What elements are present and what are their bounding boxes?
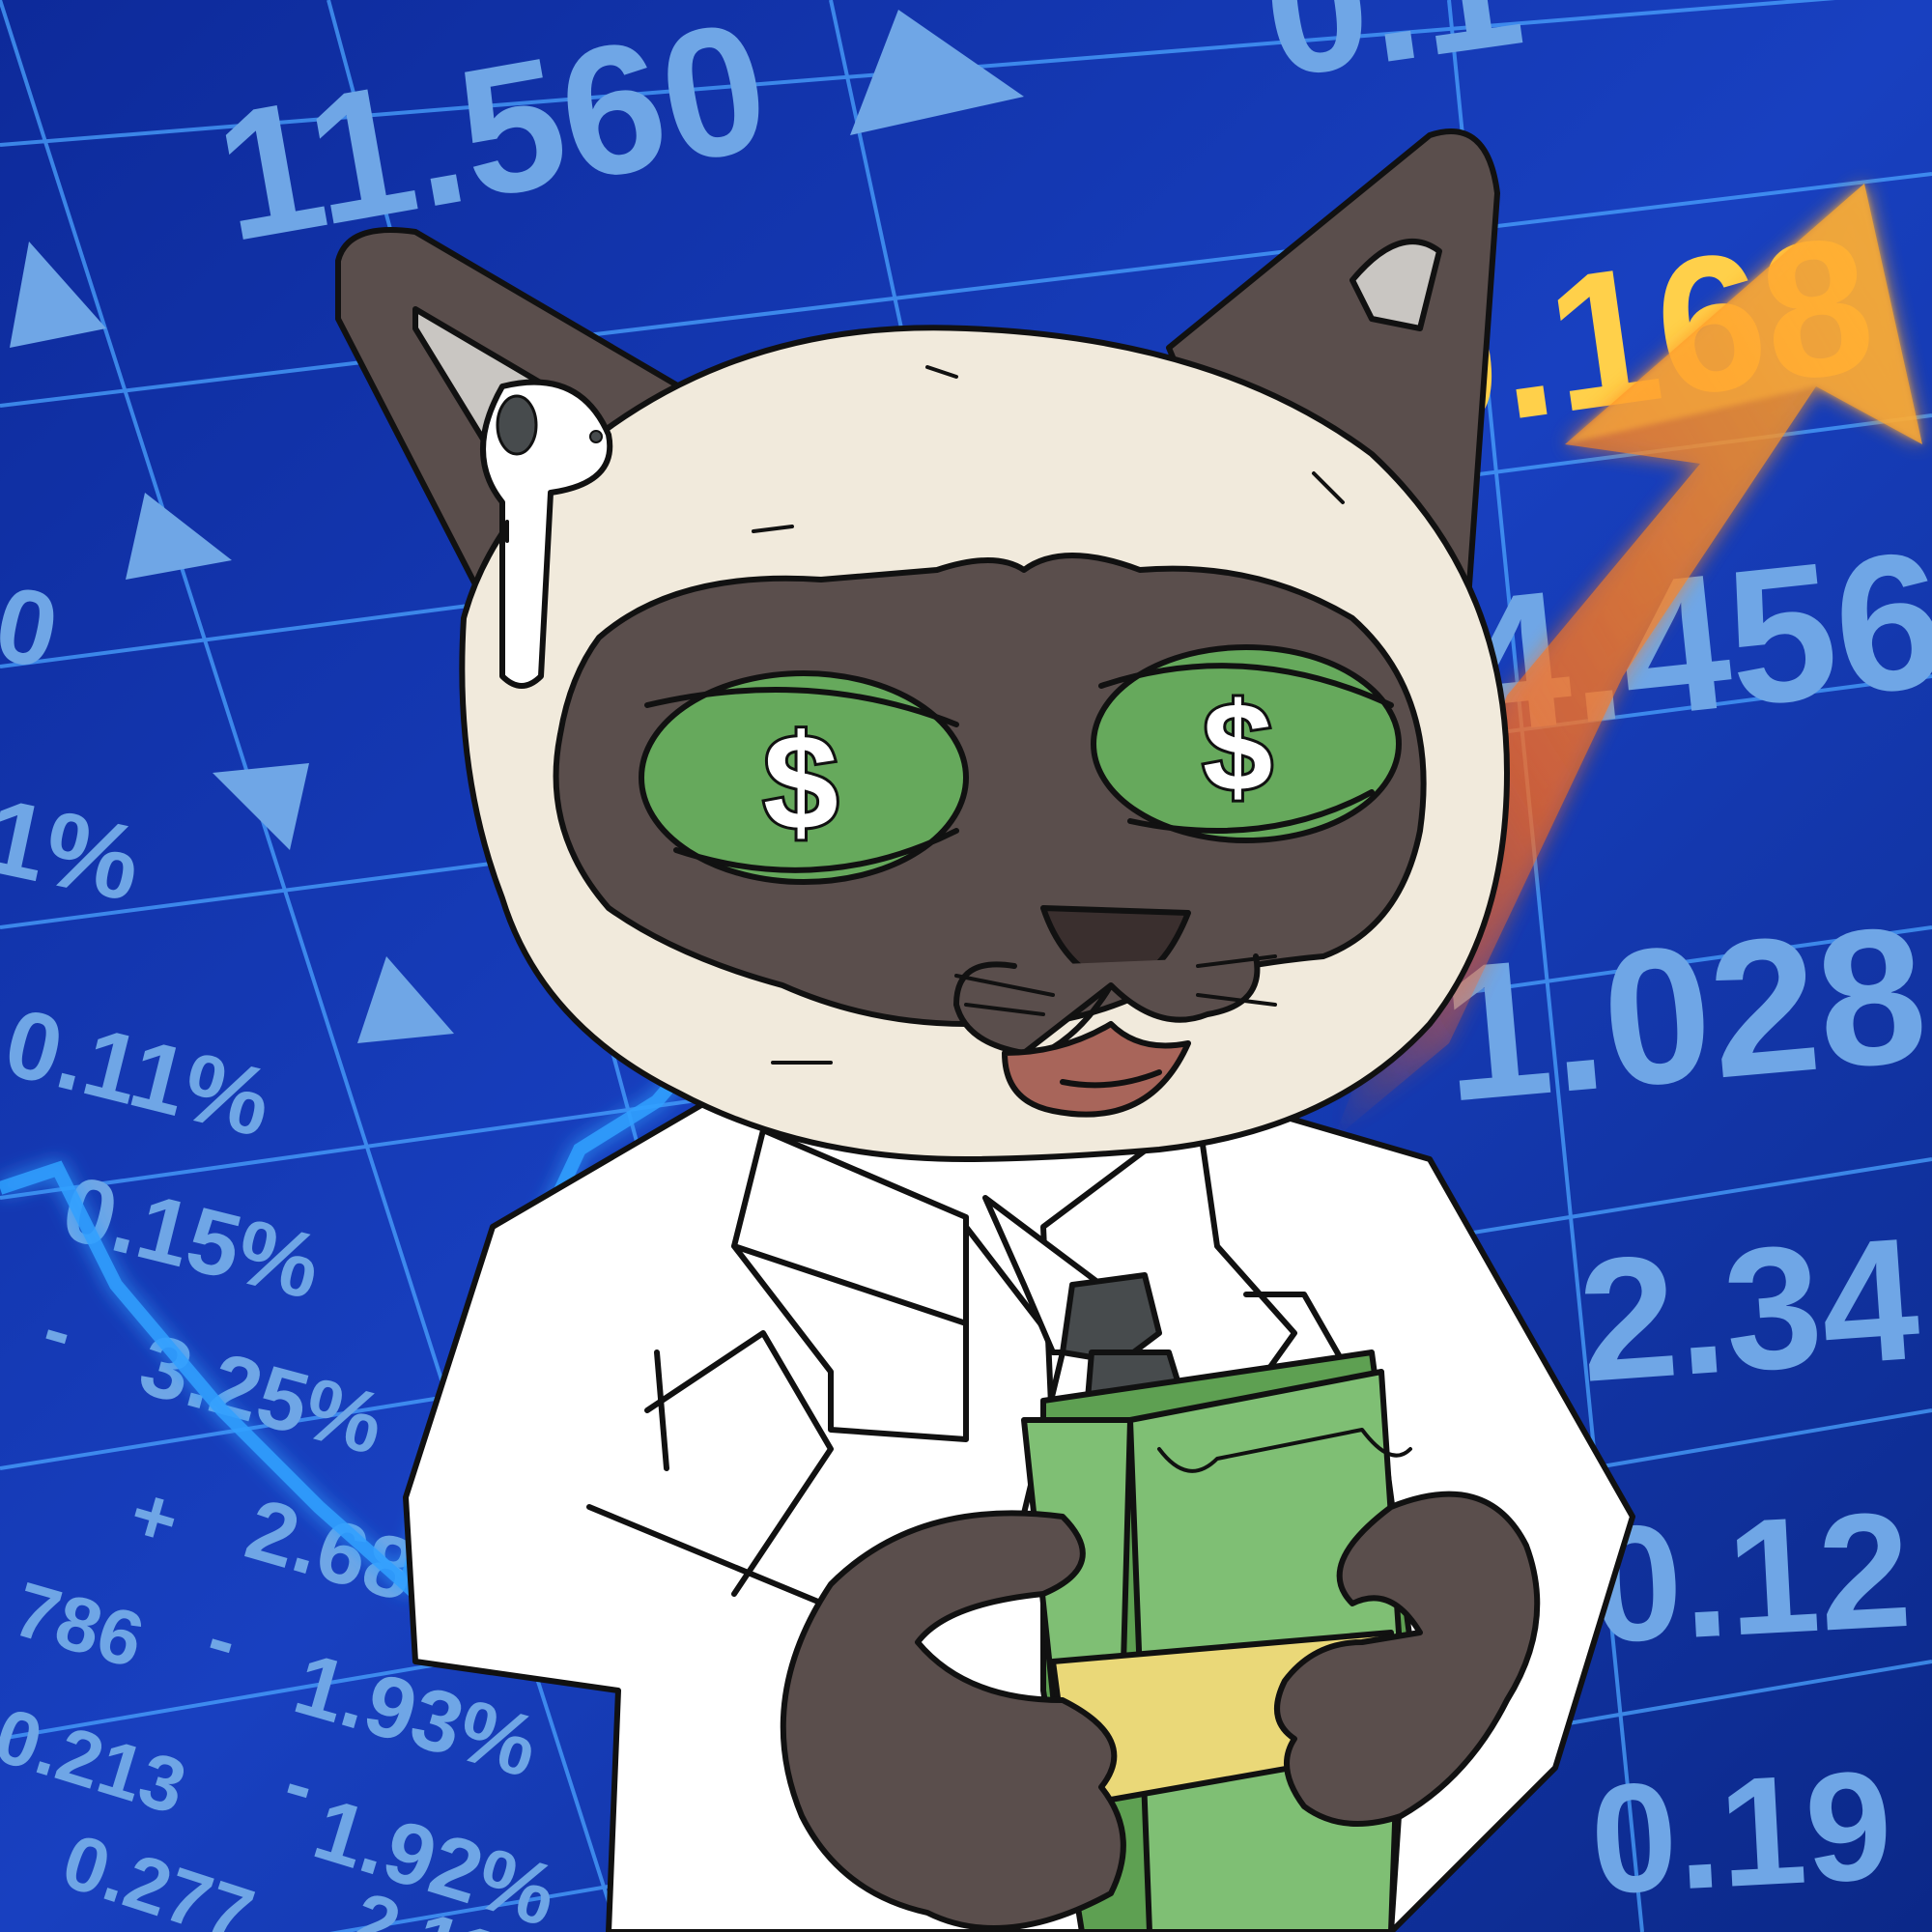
board-value: 0.19 xyxy=(1586,1738,1895,1926)
board-value: 2.34 xyxy=(1574,1202,1925,1419)
board-value: 1.028 xyxy=(1434,886,1932,1143)
dollar-symbol-left: $ xyxy=(763,706,838,858)
board-value: 0.12 xyxy=(1586,1478,1915,1678)
dollar-symbol-right: $ xyxy=(1203,676,1272,817)
